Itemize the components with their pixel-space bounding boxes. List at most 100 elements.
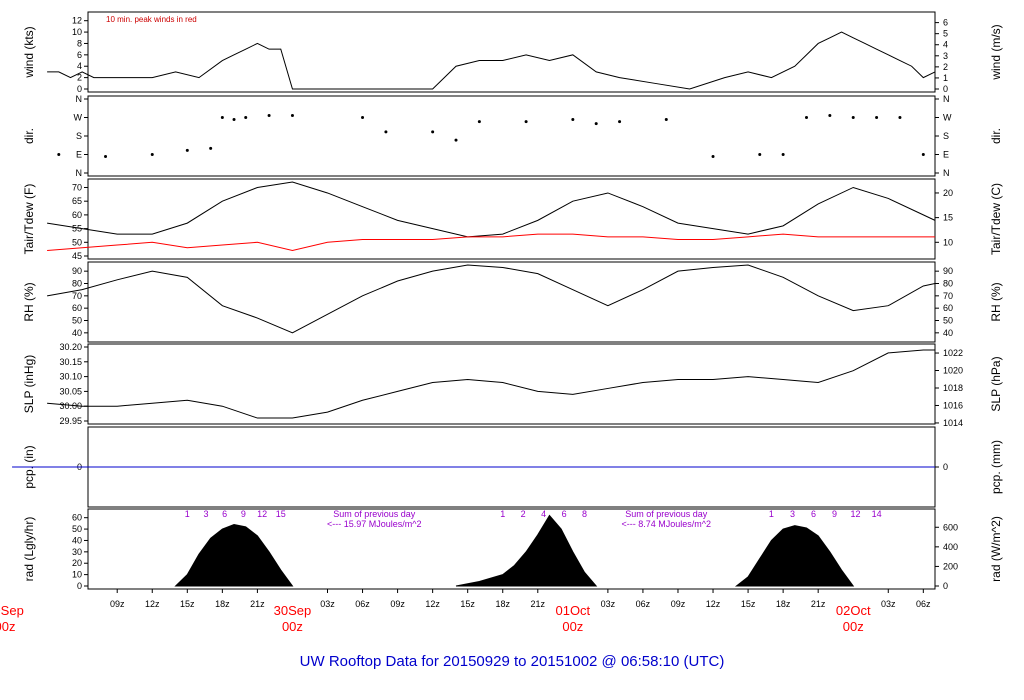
left-tick-label: N — [76, 168, 83, 178]
left-tick-label: 90 — [72, 266, 82, 276]
left-tick-label: 60 — [72, 303, 82, 313]
left-tick-label: 0 — [77, 581, 82, 591]
left-tick-label: 60 — [72, 513, 82, 523]
dir-point — [477, 120, 481, 124]
ylabel-right: SLP (hPa) — [989, 356, 1003, 411]
panel-frame — [87, 508, 936, 590]
right-tick-label: 20 — [943, 188, 953, 198]
dir-point — [384, 130, 388, 134]
right-tick-label: W — [943, 113, 952, 123]
left-tick-label: 29.95 — [59, 416, 82, 426]
x-tick-label: 12z — [425, 599, 440, 609]
panel-slp: 29.95 30.00 30.05 30.10 30.15 30.20 1014 1016 10… — [22, 342, 1003, 428]
hour-label: 1 — [769, 509, 774, 519]
series-line-1 — [47, 233, 935, 252]
dir-point — [828, 113, 832, 117]
x-tick-label: 09z — [671, 599, 686, 609]
dir-point — [267, 113, 271, 117]
x-tick-label: 12z — [706, 599, 721, 609]
panel-frame — [87, 178, 936, 260]
chart-title: UW Rooftop Data for 20150929 to 20151002… — [300, 653, 725, 670]
series-line-0 — [47, 181, 936, 238]
x-tick-label: 03z — [320, 599, 335, 609]
left-tick-label: 40 — [72, 328, 82, 338]
ylabel-right: Tair/Tdew (C) — [989, 183, 1003, 255]
panel-frame — [87, 261, 936, 343]
series-line-0 — [47, 31, 936, 90]
ylabel-left: rad (Lgly/hr) — [22, 517, 36, 582]
ylabel-left: wind (kts) — [22, 26, 36, 78]
left-tick-label: 10 — [72, 27, 82, 37]
hour-label: 6 — [222, 509, 227, 519]
right-tick-label: 15 — [943, 213, 953, 223]
x-tick-label: 21z — [811, 599, 826, 609]
x-tick-label: 06z — [355, 599, 370, 609]
date-label: 01Oct — [555, 603, 590, 618]
left-tick-label: N — [76, 94, 83, 104]
dir-point — [875, 116, 879, 119]
right-tick-label: 3 — [943, 51, 948, 61]
x-tick-label: 03z — [601, 599, 616, 609]
sum-value-2: <--- 8.74 MJoules/m^2 — [622, 519, 712, 529]
hour-label: 2 — [521, 509, 526, 519]
dir-point — [921, 153, 925, 156]
ylabel-right: dir. — [989, 128, 1003, 144]
right-tick-label: 0 — [943, 581, 948, 591]
left-tick-label: 30.05 — [59, 386, 82, 396]
hour-label: 12 — [257, 509, 267, 519]
x-tick-label: 12z — [145, 599, 160, 609]
left-tick-label: W — [74, 113, 83, 123]
left-tick-label: 65 — [72, 196, 82, 206]
right-tick-label: 10 — [943, 237, 953, 247]
hour-label: 6 — [811, 509, 816, 519]
left-tick-label: 30.20 — [59, 342, 82, 352]
hour-label: 3 — [790, 509, 795, 519]
dir-point — [431, 130, 435, 134]
hour-label: 15 — [276, 509, 286, 519]
right-tick-label: 600 — [943, 522, 958, 532]
date-time-label: 00z — [562, 619, 583, 634]
radiation-area — [174, 524, 294, 587]
panel-rh: 40 50 60 70 80 90 40 50 60 70 80 90 RH (%) RH (%) — [22, 261, 1003, 343]
ylabel-left: dir. — [22, 128, 36, 144]
left-tick-label: 2 — [77, 73, 82, 83]
radiation-area — [734, 525, 855, 587]
date-label: 02Oct — [836, 603, 871, 618]
left-tick-label: 80 — [72, 279, 82, 289]
left-tick-label: 4 — [77, 61, 82, 71]
panel-frame — [87, 343, 936, 425]
sum-value-1: <--- 15.97 MJoules/m^2 — [327, 519, 422, 529]
dir-point — [594, 122, 598, 126]
date-time-label: 00z — [0, 619, 15, 634]
right-tick-label: E — [943, 150, 949, 160]
series-line-0 — [47, 349, 935, 419]
hour-label: 6 — [562, 509, 567, 519]
right-tick-label: S — [943, 131, 949, 141]
date-time-label: 00z — [843, 619, 864, 634]
x-tick-label: 06z — [916, 599, 931, 609]
left-tick-label: 0 — [77, 84, 82, 94]
ylabel-right: pcp. (mm) — [989, 440, 1003, 494]
dir-point — [758, 153, 762, 156]
x-tick-label: 06z — [636, 599, 651, 609]
left-tick-label: 30.00 — [59, 401, 82, 411]
x-tick-label: 18z — [495, 599, 510, 609]
date-label: 30Sep — [0, 603, 24, 618]
dir-point — [711, 155, 715, 159]
left-tick-label: 45 — [72, 251, 82, 261]
dir-point — [209, 146, 213, 150]
dir-point — [664, 118, 668, 122]
dir-point — [781, 153, 785, 156]
x-tick-label: 15z — [460, 599, 475, 609]
x-tick-label: 09z — [110, 599, 125, 609]
left-tick-label: 30 — [72, 547, 82, 557]
right-tick-label: N — [943, 94, 950, 104]
dir-point — [290, 113, 294, 117]
right-tick-label: 6 — [943, 18, 948, 28]
dir-point — [232, 118, 236, 122]
dir-point — [618, 120, 622, 124]
sum-label-2: Sum of previous day — [625, 509, 708, 519]
panel-frame — [87, 11, 936, 93]
